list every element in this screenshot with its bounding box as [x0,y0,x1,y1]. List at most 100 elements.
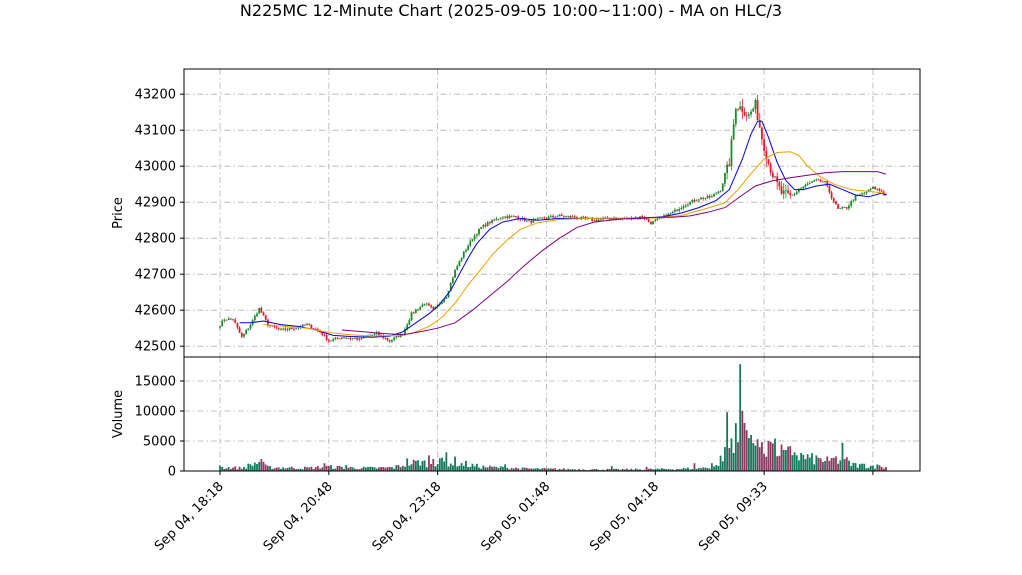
volume-bar [802,454,805,471]
volume-bar [369,466,372,471]
volume-bar [652,469,655,471]
volume-bar [404,466,406,471]
volume-bar [689,469,692,471]
volume-bar [462,465,465,471]
volume-bar [445,452,448,471]
candle-body [310,324,313,329]
volume-bar [495,466,498,471]
candle-body [412,312,415,314]
volume-bar [676,468,678,471]
candle-body [343,337,345,339]
volume-bar [517,468,520,471]
candle-body [861,193,863,195]
candle-body [512,215,515,217]
volume-bar [734,423,737,471]
volume-bar [491,466,493,471]
volume-bar [858,464,861,471]
volume-bar [290,466,293,471]
candle-body [704,197,707,199]
volume-bar [460,463,463,471]
candle-body [275,326,278,328]
volume-bar [613,468,615,471]
volume-bar [800,452,803,471]
volume-bar [634,468,637,471]
candle-body [325,335,328,340]
volume-bar [521,467,524,471]
volume-bar [645,466,648,471]
candle-body [830,192,833,199]
volume-bar [240,468,243,471]
candle-body [684,205,687,207]
candle-body [227,318,230,321]
candle-body [423,304,426,305]
candle-body [791,194,794,196]
candle-body [697,199,700,201]
candle-body [832,198,835,202]
candle-body [443,298,446,303]
candle-body [467,245,470,250]
volume-bar [813,464,816,471]
candle-body [502,217,504,219]
candle-body [763,139,766,151]
candle-body [556,216,559,218]
candle-body [702,197,705,199]
volume-bar [669,469,672,471]
volume-bar [747,438,750,471]
volume-bar [406,458,409,471]
volume-bar [473,466,476,471]
candle-body [689,201,692,205]
volume-bar [364,467,367,471]
volume-bar [251,465,254,471]
candle-body [280,328,282,330]
candle-body [573,216,576,218]
volume-bar [817,457,820,471]
candle-body [515,215,517,217]
volume-bar [754,445,757,471]
candle-body [530,220,533,223]
candle-body [334,337,337,340]
candle-body [256,313,258,316]
volume-bar [706,468,709,471]
price-panel-frame [183,68,921,358]
x-tick-label: Sep 04, 20:48 [261,479,336,554]
candle-body [232,319,234,320]
candle-body [669,213,672,214]
volume-bar [345,465,348,471]
volume-tick-label: 15000 [135,375,176,390]
candle-body [552,216,554,218]
candle-body [726,164,729,173]
volume-bar [830,458,833,471]
volume-bar [697,467,700,471]
volume-bar [258,461,261,471]
volume-bar [308,467,311,471]
candle-body [388,340,391,342]
volume-bar [793,452,796,471]
volume-bar [713,466,715,471]
volume-bar [878,465,881,471]
volume-bar [556,469,559,471]
volume-bar [478,467,480,471]
volume-bar [441,457,443,471]
candle-body [358,337,361,340]
volume-bar [582,469,585,471]
candle-body [447,290,450,298]
volume-bar [565,469,567,471]
volume-bar [665,469,668,471]
candle-body [377,332,380,336]
volume-bar [358,469,361,471]
candle-body [356,338,359,340]
volume-bar [856,467,859,471]
candle-body [639,216,641,219]
candle-body [558,214,561,217]
candle-body [654,219,657,222]
candle-body [508,215,511,218]
volume-bar [776,456,779,471]
volume-bar [317,466,319,471]
volume-bar [730,438,733,471]
candle-body [504,216,507,218]
candle-body [717,191,720,194]
volume-bar [386,467,389,471]
candle-body [462,251,465,258]
volume-bar [863,463,866,471]
candle-body [240,332,243,337]
